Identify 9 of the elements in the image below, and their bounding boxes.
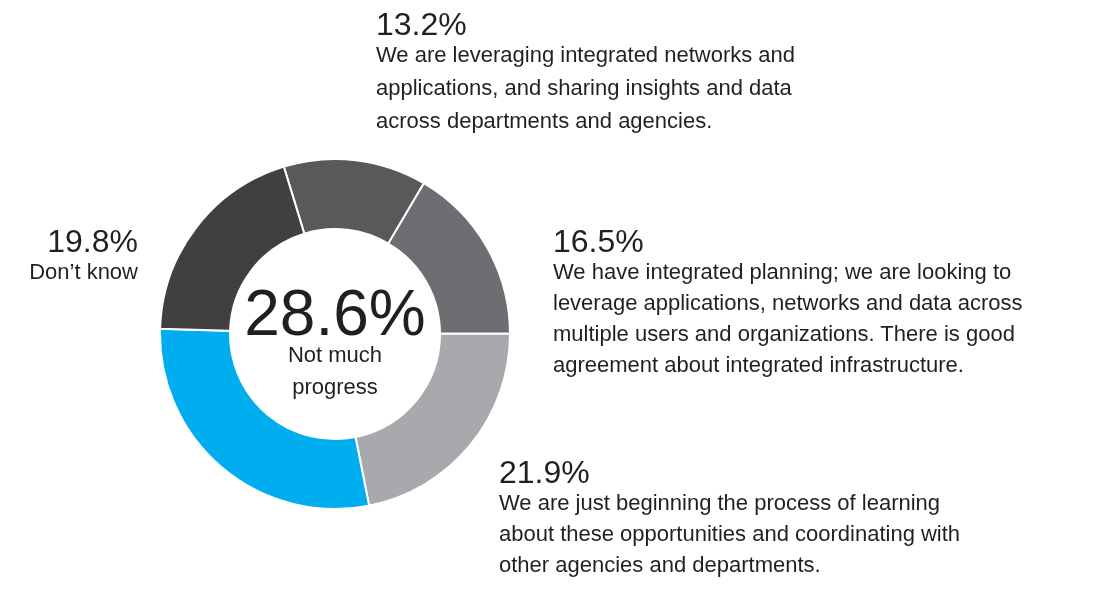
- slice-label: Not much progress: [287, 342, 383, 399]
- slice-label: Don’t know: [29, 259, 139, 284]
- slice-label: We have integrated planning; we are looking to leverage applications, networks and data across multiple users and organizations. There is good agreement about integrated infrastructure.: [553, 259, 1023, 377]
- slice-label: We are leveraging integrated networks and applications, and sharing insights and data across departments and agencies.: [376, 42, 796, 133]
- data-label: 16.5%: [553, 223, 644, 259]
- data-label: 19.8%: [47, 223, 138, 259]
- slice-label: We are just beginning the process of learning about these opportunities and coordinating with other agencies and departments.: [499, 490, 961, 577]
- data-label: 21.9%: [499, 454, 590, 490]
- data-label: 13.2%: [376, 6, 467, 42]
